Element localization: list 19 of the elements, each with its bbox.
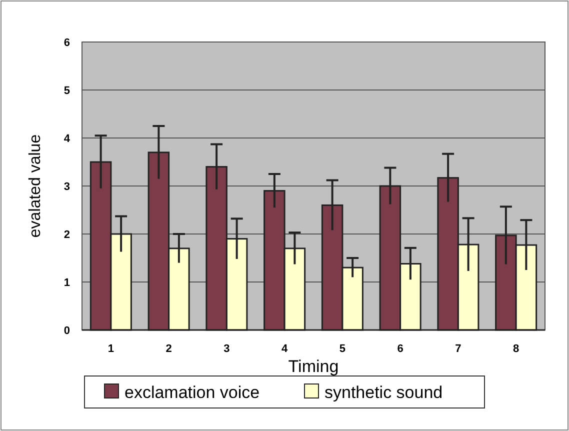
x-tick-label: 1: [108, 343, 114, 355]
x-tick-label: 6: [397, 343, 404, 355]
y-tick-label: 6: [64, 36, 70, 49]
y-tick-label: 1: [64, 276, 70, 289]
x-tick-label: 4: [282, 343, 288, 355]
legend-label: synthetic sound: [324, 382, 443, 402]
legend-label: exclamation voice: [124, 382, 260, 402]
y-tick-label: 0: [64, 324, 70, 337]
y-tick-label: 5: [64, 84, 70, 97]
y-tick-label: 4: [64, 132, 71, 145]
y-tick-label: 2: [64, 228, 70, 241]
x-tick-label: 5: [339, 343, 346, 355]
x-tick-label: 2: [166, 343, 172, 355]
x-axis-title: Timing: [288, 357, 339, 376]
y-axis-title: evalated value: [27, 134, 44, 238]
y-tick-label: 3: [64, 180, 70, 193]
x-tick-label: 3: [224, 343, 230, 355]
x-tick-label: 7: [455, 343, 462, 355]
x-tick-label: 8: [513, 343, 520, 355]
